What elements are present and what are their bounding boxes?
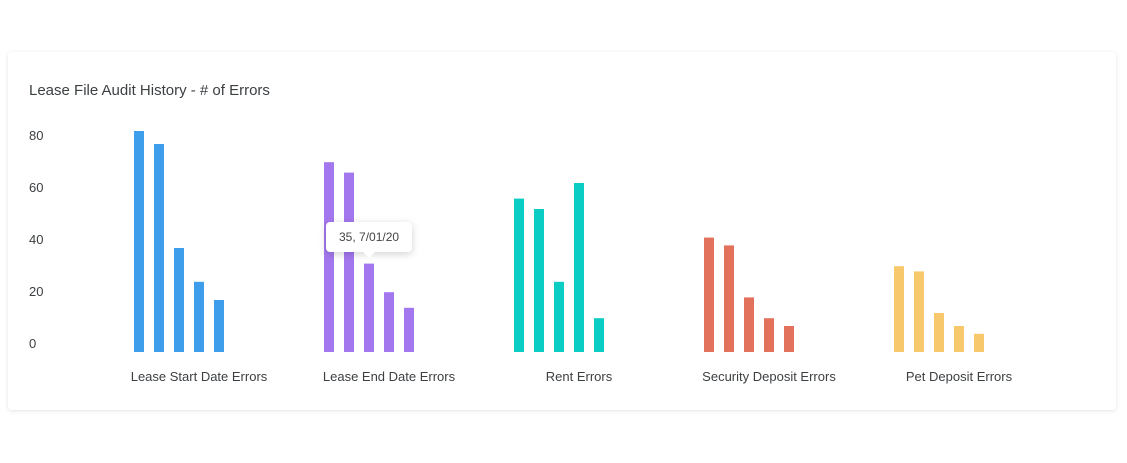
- x-category-label: Lease End Date Errors: [323, 369, 456, 384]
- bar[interactable]: [574, 183, 584, 352]
- chart-title: Lease File Audit History - # of Errors: [29, 82, 270, 99]
- bar[interactable]: [744, 297, 754, 352]
- bar[interactable]: [324, 162, 334, 352]
- x-category-label: Security Deposit Errors: [702, 369, 836, 384]
- bar[interactable]: [554, 281, 564, 352]
- y-tick-label: 0: [29, 336, 36, 351]
- bar[interactable]: [214, 300, 224, 352]
- bar[interactable]: [514, 198, 524, 352]
- x-category-label: Rent Errors: [546, 369, 613, 384]
- y-tick-label: 60: [29, 180, 43, 195]
- bar[interactable]: [534, 209, 544, 352]
- bar[interactable]: [954, 326, 964, 352]
- bar[interactable]: [894, 266, 904, 352]
- bar[interactable]: [914, 271, 924, 352]
- bar[interactable]: [704, 237, 714, 352]
- y-tick-label: 40: [29, 232, 43, 247]
- bar[interactable]: [344, 172, 354, 352]
- x-category-label: Pet Deposit Errors: [906, 369, 1013, 384]
- bar[interactable]: [404, 307, 414, 352]
- chart-card: Lease File Audit History - # of Errors 0…: [8, 52, 1116, 410]
- bar[interactable]: [724, 245, 734, 352]
- bar-chart: 0 20 40 60 80 Lease Start Date Errors Lease En…: [29, 128, 1013, 384]
- bar[interactable]: [594, 318, 604, 352]
- bar[interactable]: [174, 248, 184, 352]
- y-tick-label: 20: [29, 284, 43, 299]
- bar[interactable]: [134, 131, 144, 352]
- bar-tooltip: 35, 7/01/20: [326, 221, 413, 258]
- bar[interactable]: [764, 318, 774, 352]
- bar[interactable]: [154, 144, 164, 352]
- bar[interactable]: [364, 263, 374, 352]
- bar[interactable]: [974, 333, 984, 352]
- bar[interactable]: [784, 326, 794, 352]
- x-category-label: Lease Start Date Errors: [131, 369, 268, 384]
- bar[interactable]: [384, 292, 394, 352]
- bar[interactable]: [194, 281, 204, 352]
- bar[interactable]: [934, 313, 944, 352]
- y-tick-label: 80: [29, 128, 43, 143]
